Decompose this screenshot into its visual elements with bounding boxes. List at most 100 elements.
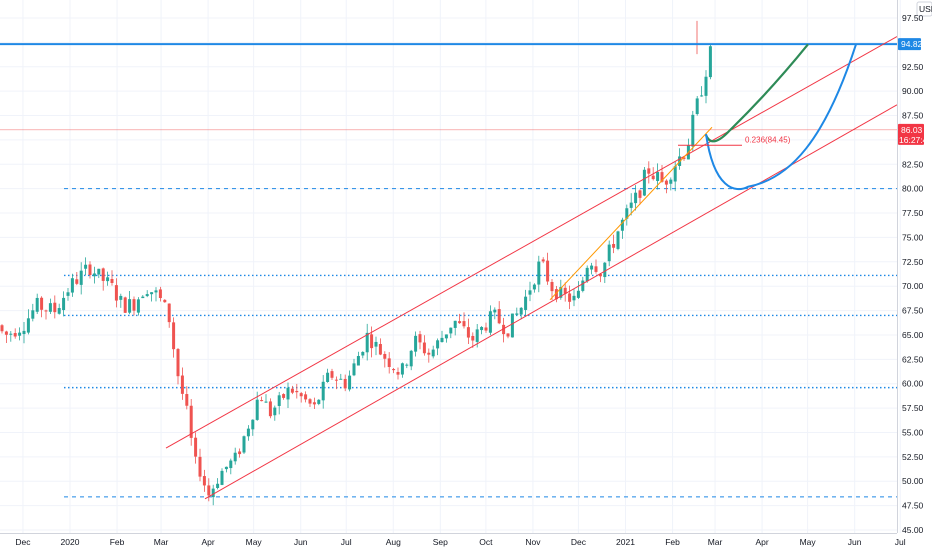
- resistance-price-tag: [898, 38, 921, 51]
- candle-body: [361, 351, 365, 356]
- candle-body: [453, 320, 457, 328]
- candlestick-series: [0, 20, 712, 506]
- candle-body: [62, 297, 66, 311]
- candle-body: [502, 324, 506, 335]
- candle-body: [704, 76, 708, 96]
- candle-body: [97, 268, 101, 275]
- time-tick-label: Apr: [201, 537, 214, 547]
- candle-body: [224, 466, 228, 470]
- candle-body: [427, 352, 431, 355]
- price-tick-label: 75.00: [902, 232, 924, 242]
- candle-body: [585, 267, 589, 282]
- candle-body: [167, 303, 171, 323]
- resistance-price-label: 94.82: [901, 39, 923, 49]
- candle-body: [207, 485, 211, 496]
- candle-body: [255, 399, 259, 420]
- candle-body: [444, 334, 448, 339]
- candle-body: [629, 202, 633, 208]
- candle-body: [282, 394, 286, 398]
- candle-body: [352, 363, 356, 376]
- time-tick-label: Feb: [110, 537, 125, 547]
- price-tick-label: 52.50: [902, 452, 924, 462]
- price-tick-label: 67.50: [902, 306, 924, 316]
- candle-body: [75, 279, 79, 284]
- candle-body: [673, 166, 677, 182]
- candle-body: [537, 261, 541, 285]
- candle-body: [4, 331, 8, 335]
- candle-body: [264, 401, 268, 403]
- candle-body: [57, 308, 61, 314]
- candle-body: [607, 244, 611, 262]
- candle-body: [414, 335, 418, 352]
- candle-body: [22, 330, 26, 335]
- price-tick-label: 87.50: [902, 111, 924, 121]
- candle-body: [176, 349, 180, 377]
- candle-body: [260, 400, 264, 402]
- candle-body: [466, 327, 470, 338]
- candle-body: [431, 349, 435, 357]
- candle-body: [299, 393, 303, 397]
- candle-body: [242, 436, 246, 453]
- candle-body: [590, 265, 594, 270]
- candle-body: [458, 321, 462, 324]
- candle-body: [53, 302, 57, 313]
- candle-body: [598, 273, 602, 277]
- candle-body: [0, 325, 4, 332]
- candle-body: [634, 192, 638, 204]
- time-tick-labels: Dec 2020 Feb Mar Apr May Jun Jul Aug Sep Oct Nov Dec…: [15, 537, 905, 547]
- candle-body: [471, 335, 475, 341]
- candle-body: [572, 295, 576, 301]
- candle-body: [563, 287, 567, 294]
- candle-body: [392, 369, 396, 371]
- candle-body: [400, 363, 404, 375]
- candle-body: [220, 470, 224, 485]
- candle-body: [330, 371, 334, 378]
- currency-label: USD: [919, 4, 932, 14]
- candle-body: [110, 278, 114, 283]
- time-tick-label: 2020: [61, 537, 80, 547]
- candle-body: [480, 326, 484, 331]
- time-tick-label: Feb: [665, 537, 680, 547]
- current-price-label: 86.03: [901, 125, 923, 135]
- candle-body: [488, 311, 492, 333]
- candle-body: [40, 297, 44, 310]
- time-tick-label: Jun: [848, 537, 862, 547]
- candle-body: [106, 277, 110, 282]
- time-tick-label: Aug: [386, 537, 401, 547]
- price-tick-label: 50.00: [902, 476, 924, 486]
- candle-body: [519, 307, 523, 315]
- candle-body: [326, 372, 330, 383]
- candle-body: [484, 327, 488, 331]
- candle-body: [343, 378, 347, 389]
- time-tick-label: Mar: [708, 537, 723, 547]
- price-tick-label: 65.00: [902, 330, 924, 340]
- candle-body: [356, 355, 360, 366]
- candle-body: [581, 280, 585, 291]
- candle-body: [700, 95, 704, 97]
- candle-body: [48, 303, 52, 312]
- candle-body: [216, 483, 220, 489]
- candle-body: [172, 322, 176, 350]
- candle-body: [317, 399, 321, 404]
- candle-body: [202, 476, 206, 486]
- candle-body: [603, 262, 607, 278]
- candle-body: [532, 284, 536, 290]
- candle-body: [660, 172, 664, 182]
- candle-body: [158, 289, 162, 299]
- candle-body: [334, 379, 338, 381]
- price-axis[interactable]: USD: [897, 0, 932, 533]
- price-tick-label: 97.50: [902, 13, 924, 23]
- candle-body: [506, 333, 510, 337]
- candle-body: [370, 334, 374, 349]
- price-tick-label: 45.00: [902, 525, 924, 535]
- candle-body: [163, 299, 167, 303]
- candle-body: [405, 364, 409, 366]
- candle-body: [625, 208, 629, 219]
- currency-badge[interactable]: [916, 1, 932, 17]
- bar-countdown-label: 16:27:45: [899, 135, 932, 145]
- candle-body: [651, 175, 655, 180]
- candle-body: [546, 260, 550, 282]
- candle-body: [238, 451, 242, 455]
- candle-body: [664, 180, 668, 185]
